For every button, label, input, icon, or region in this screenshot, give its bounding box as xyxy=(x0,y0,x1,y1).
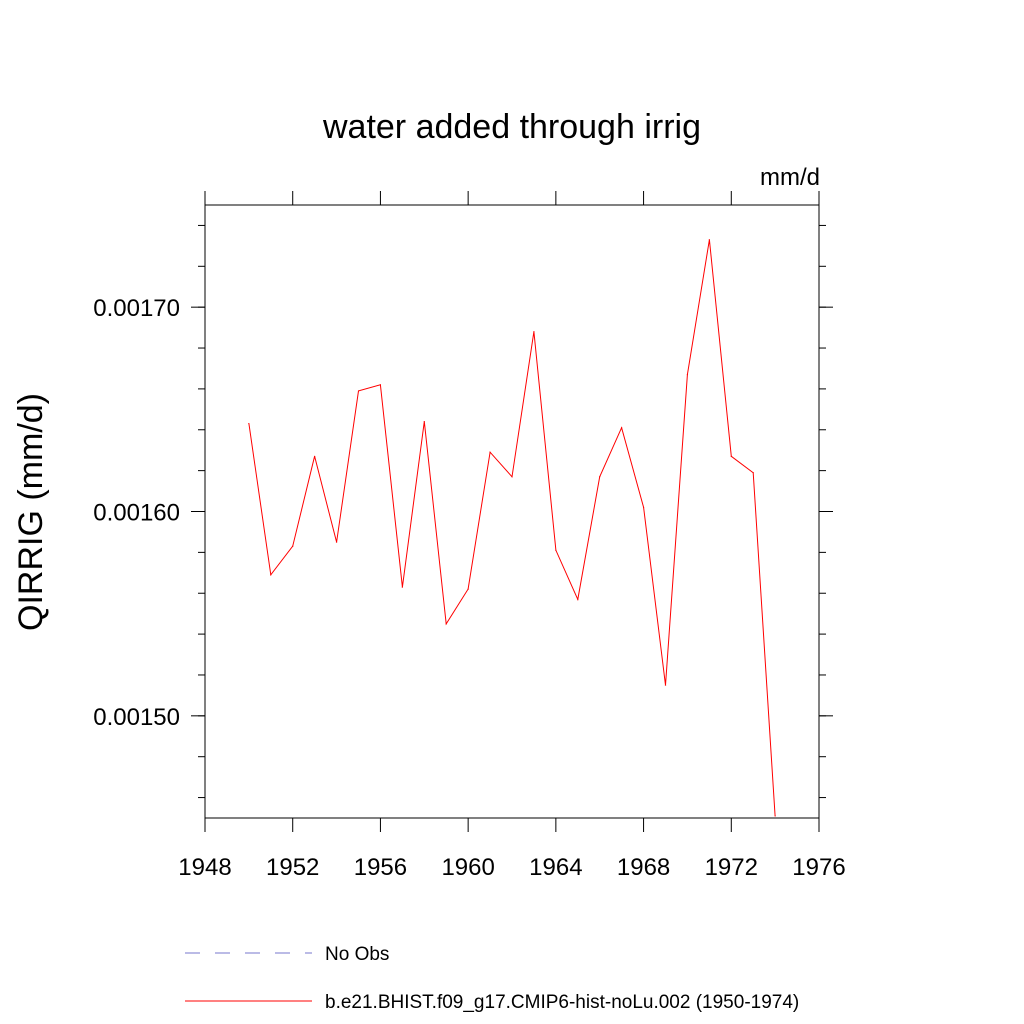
series-line xyxy=(248,239,776,817)
x-tick-label: 1972 xyxy=(705,854,758,881)
tick-labels: 1948 1952 1956 1960 1964 1968 1972 1976 0.00150 0… xyxy=(93,295,845,881)
data-point xyxy=(664,684,667,686)
chart-title: water added through irrig xyxy=(322,108,701,146)
series-layer xyxy=(248,239,776,817)
data-point xyxy=(511,476,513,478)
data-point xyxy=(248,423,250,425)
data-point xyxy=(445,623,447,625)
data-point xyxy=(423,420,425,423)
x-tick-label: 1956 xyxy=(354,854,407,881)
data-point xyxy=(730,455,732,457)
data-point xyxy=(357,390,360,392)
data-point xyxy=(642,506,645,509)
legend: No Obs b.e21.BHIST.f09_g17.CMIP6-hist-no… xyxy=(185,944,799,1013)
x-tick-label: 1964 xyxy=(529,854,582,881)
data-point xyxy=(314,455,316,457)
y-tick-label: 0.00170 xyxy=(93,295,180,322)
x-tick-label: 1952 xyxy=(266,854,319,881)
data-point xyxy=(292,545,294,547)
data-point xyxy=(401,586,403,588)
data-point xyxy=(533,331,535,333)
x-tick-label: 1968 xyxy=(617,854,670,881)
x-tick-label: 1976 xyxy=(792,854,845,881)
data-point xyxy=(335,541,338,543)
data-point xyxy=(577,598,579,600)
data-point xyxy=(708,239,710,241)
data-point xyxy=(555,549,557,551)
data-point xyxy=(599,476,601,478)
data-point xyxy=(621,427,623,429)
data-point xyxy=(752,472,754,474)
y-tick-label: 0.00150 xyxy=(93,704,180,731)
data-point xyxy=(686,373,689,376)
x-tick-label: 1948 xyxy=(178,854,231,881)
units-label: mm/d xyxy=(760,164,820,191)
data-point xyxy=(379,384,382,386)
axis-ticks xyxy=(191,191,833,832)
x-tick-label: 1960 xyxy=(441,854,494,881)
y-tick-label: 0.00160 xyxy=(93,500,180,527)
plot-frame xyxy=(204,204,820,819)
data-point xyxy=(489,451,491,453)
data-point xyxy=(774,815,776,817)
y-axis-label: QIRRIG (mm/d) xyxy=(12,393,50,631)
data-point xyxy=(467,588,469,590)
data-point xyxy=(270,574,272,576)
legend-label-series: b.e21.BHIST.f09_g17.CMIP6-hist-noLu.002 … xyxy=(325,992,799,1013)
legend-label-no-obs: No Obs xyxy=(325,944,389,965)
